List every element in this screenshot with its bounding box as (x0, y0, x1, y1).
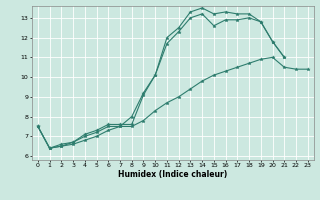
X-axis label: Humidex (Indice chaleur): Humidex (Indice chaleur) (118, 170, 228, 179)
